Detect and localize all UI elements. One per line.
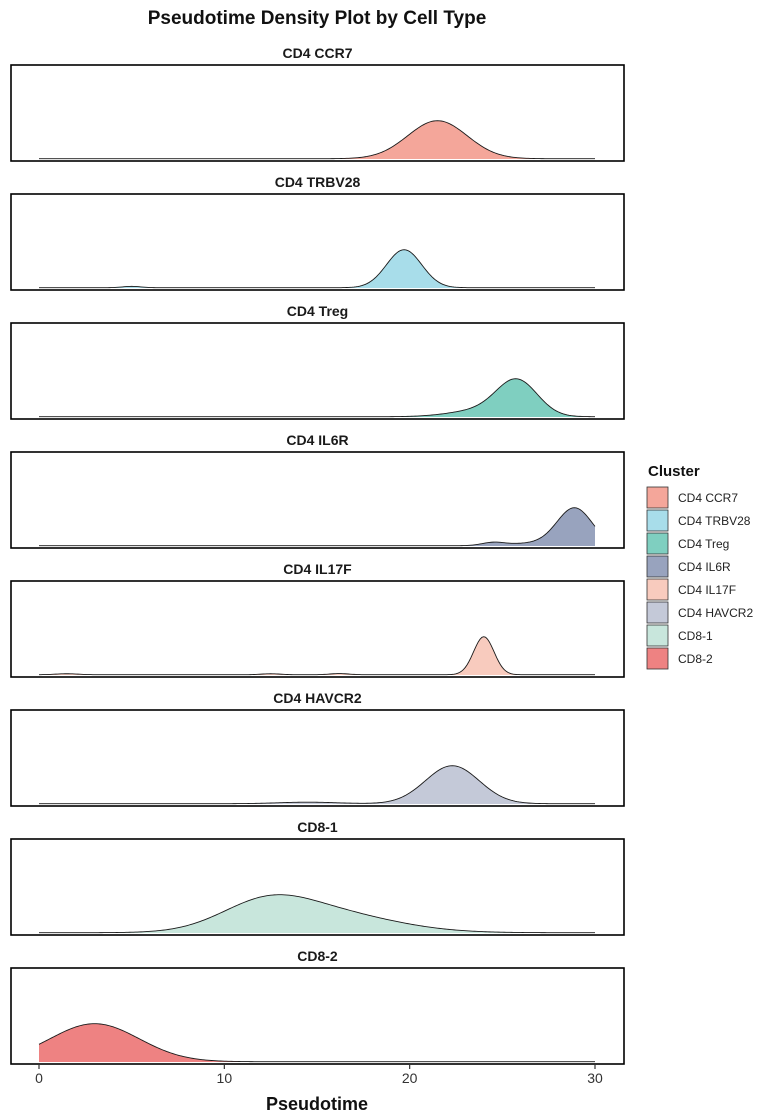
x-axis: 0 10 20 30 xyxy=(35,1064,603,1086)
facet-panels: CD4 CCR7 CD4 TRBV28 CD4 Treg CD4 IL6R CD4 IL… xyxy=(10,45,625,1065)
density-area xyxy=(39,765,595,804)
legend-title: Cluster xyxy=(648,463,700,480)
panel-strip-label: CD4 HAVCR2 xyxy=(273,690,362,706)
panel-strip-label: CD4 CCR7 xyxy=(282,45,352,61)
density-area xyxy=(39,1023,595,1062)
legend-key xyxy=(646,624,669,647)
panel-frame xyxy=(10,580,625,678)
panel-frame xyxy=(10,193,625,291)
legend-label: CD8-1 xyxy=(678,629,713,643)
panel-cd8-1: CD8-1 xyxy=(10,819,625,936)
panel-strip-label: CD8-2 xyxy=(297,948,338,964)
panel-cd4-il6r: CD4 IL6R xyxy=(10,432,625,549)
panel-frame xyxy=(10,451,625,549)
x-tick-label: 20 xyxy=(402,1070,418,1086)
legend-key xyxy=(646,578,669,601)
legend-key xyxy=(646,509,669,532)
panel-cd8-2: CD8-2 xyxy=(10,948,625,1065)
panel-cd4-havcr2: CD4 HAVCR2 xyxy=(10,690,625,807)
panel-strip-label: CD4 Treg xyxy=(287,303,348,319)
density-line xyxy=(38,1023,595,1063)
legend-item: CD8-2 xyxy=(646,647,713,670)
density-line xyxy=(38,636,595,676)
density-area xyxy=(39,378,595,417)
density-area xyxy=(39,120,595,159)
density-area xyxy=(39,636,595,675)
density-line xyxy=(39,378,596,418)
legend-item: CD4 HAVCR2 xyxy=(646,601,753,624)
x-axis-title: Pseudotime xyxy=(266,1094,368,1114)
density-line xyxy=(39,894,595,934)
legend-item: CD4 CCR7 xyxy=(646,486,738,509)
legend-item: CD4 IL17F xyxy=(646,578,736,601)
density-area xyxy=(39,894,595,933)
panel-cd4-treg: CD4 Treg xyxy=(10,303,625,420)
legend-key xyxy=(646,486,669,509)
density-area xyxy=(39,507,595,546)
density-line xyxy=(39,120,595,160)
panel-strip-label: CD4 IL6R xyxy=(286,432,348,448)
legend: Cluster CD4 CCR7 CD4 TRBV28 CD4 Treg CD4 IL… xyxy=(646,463,753,670)
panel-strip-label: CD4 TRBV28 xyxy=(275,174,361,190)
legend-label: CD4 TRBV28 xyxy=(678,514,751,528)
chart-title: Pseudotime Density Plot by Cell Type xyxy=(148,8,487,29)
x-tick-label: 0 xyxy=(35,1070,43,1086)
legend-key xyxy=(646,532,669,555)
legend-item: CD4 IL6R xyxy=(646,555,731,578)
panel-frame xyxy=(10,709,625,807)
density-line xyxy=(39,249,595,289)
legend-label: CD4 Treg xyxy=(678,537,729,551)
legend-label: CD4 CCR7 xyxy=(678,491,738,505)
legend-key xyxy=(646,601,669,624)
panel-strip-label: CD4 IL17F xyxy=(283,561,352,577)
x-tick-label: 10 xyxy=(217,1070,233,1086)
legend-items: CD4 CCR7 CD4 TRBV28 CD4 Treg CD4 IL6R CD4 IL… xyxy=(646,486,753,670)
density-line xyxy=(39,507,596,547)
legend-item: CD4 Treg xyxy=(646,532,729,555)
density-line xyxy=(39,765,595,805)
legend-label: CD8-2 xyxy=(678,652,713,666)
panel-cd4-trbv28: CD4 TRBV28 xyxy=(10,174,625,291)
panel-cd4-ccr7: CD4 CCR7 xyxy=(10,45,625,162)
panel-strip-label: CD8-1 xyxy=(297,819,338,835)
legend-key xyxy=(646,647,669,670)
panel-cd4-il17f: CD4 IL17F xyxy=(10,561,625,678)
legend-item: CD4 TRBV28 xyxy=(646,509,751,532)
legend-label: CD4 HAVCR2 xyxy=(678,606,753,620)
legend-key xyxy=(646,555,669,578)
legend-label: CD4 IL6R xyxy=(678,560,731,574)
panel-frame xyxy=(10,64,625,162)
x-tick-label: 30 xyxy=(587,1070,603,1086)
legend-item: CD8-1 xyxy=(646,624,713,647)
legend-label: CD4 IL17F xyxy=(678,583,736,597)
